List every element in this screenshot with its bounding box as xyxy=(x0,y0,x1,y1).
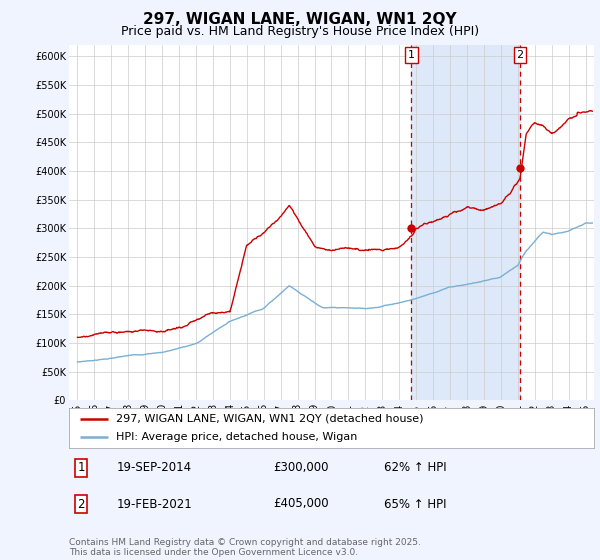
Text: 19-SEP-2014: 19-SEP-2014 xyxy=(117,461,192,474)
Text: 19-FEB-2021: 19-FEB-2021 xyxy=(117,497,193,511)
Text: 65% ↑ HPI: 65% ↑ HPI xyxy=(384,497,446,511)
Bar xyxy=(412,45,520,400)
Text: 2: 2 xyxy=(517,50,524,60)
Text: 62% ↑ HPI: 62% ↑ HPI xyxy=(384,461,446,474)
Text: 2: 2 xyxy=(77,497,85,511)
Text: Contains HM Land Registry data © Crown copyright and database right 2025.
This d: Contains HM Land Registry data © Crown c… xyxy=(69,538,421,557)
Text: £405,000: £405,000 xyxy=(273,497,329,511)
Text: 1: 1 xyxy=(77,461,85,474)
Text: £300,000: £300,000 xyxy=(273,461,329,474)
Text: 297, WIGAN LANE, WIGAN, WN1 2QY (detached house): 297, WIGAN LANE, WIGAN, WN1 2QY (detache… xyxy=(116,414,424,423)
Text: HPI: Average price, detached house, Wigan: HPI: Average price, detached house, Wiga… xyxy=(116,432,358,442)
Text: 297, WIGAN LANE, WIGAN, WN1 2QY: 297, WIGAN LANE, WIGAN, WN1 2QY xyxy=(143,12,457,27)
Text: Price paid vs. HM Land Registry's House Price Index (HPI): Price paid vs. HM Land Registry's House … xyxy=(121,25,479,38)
Text: 1: 1 xyxy=(408,50,415,60)
